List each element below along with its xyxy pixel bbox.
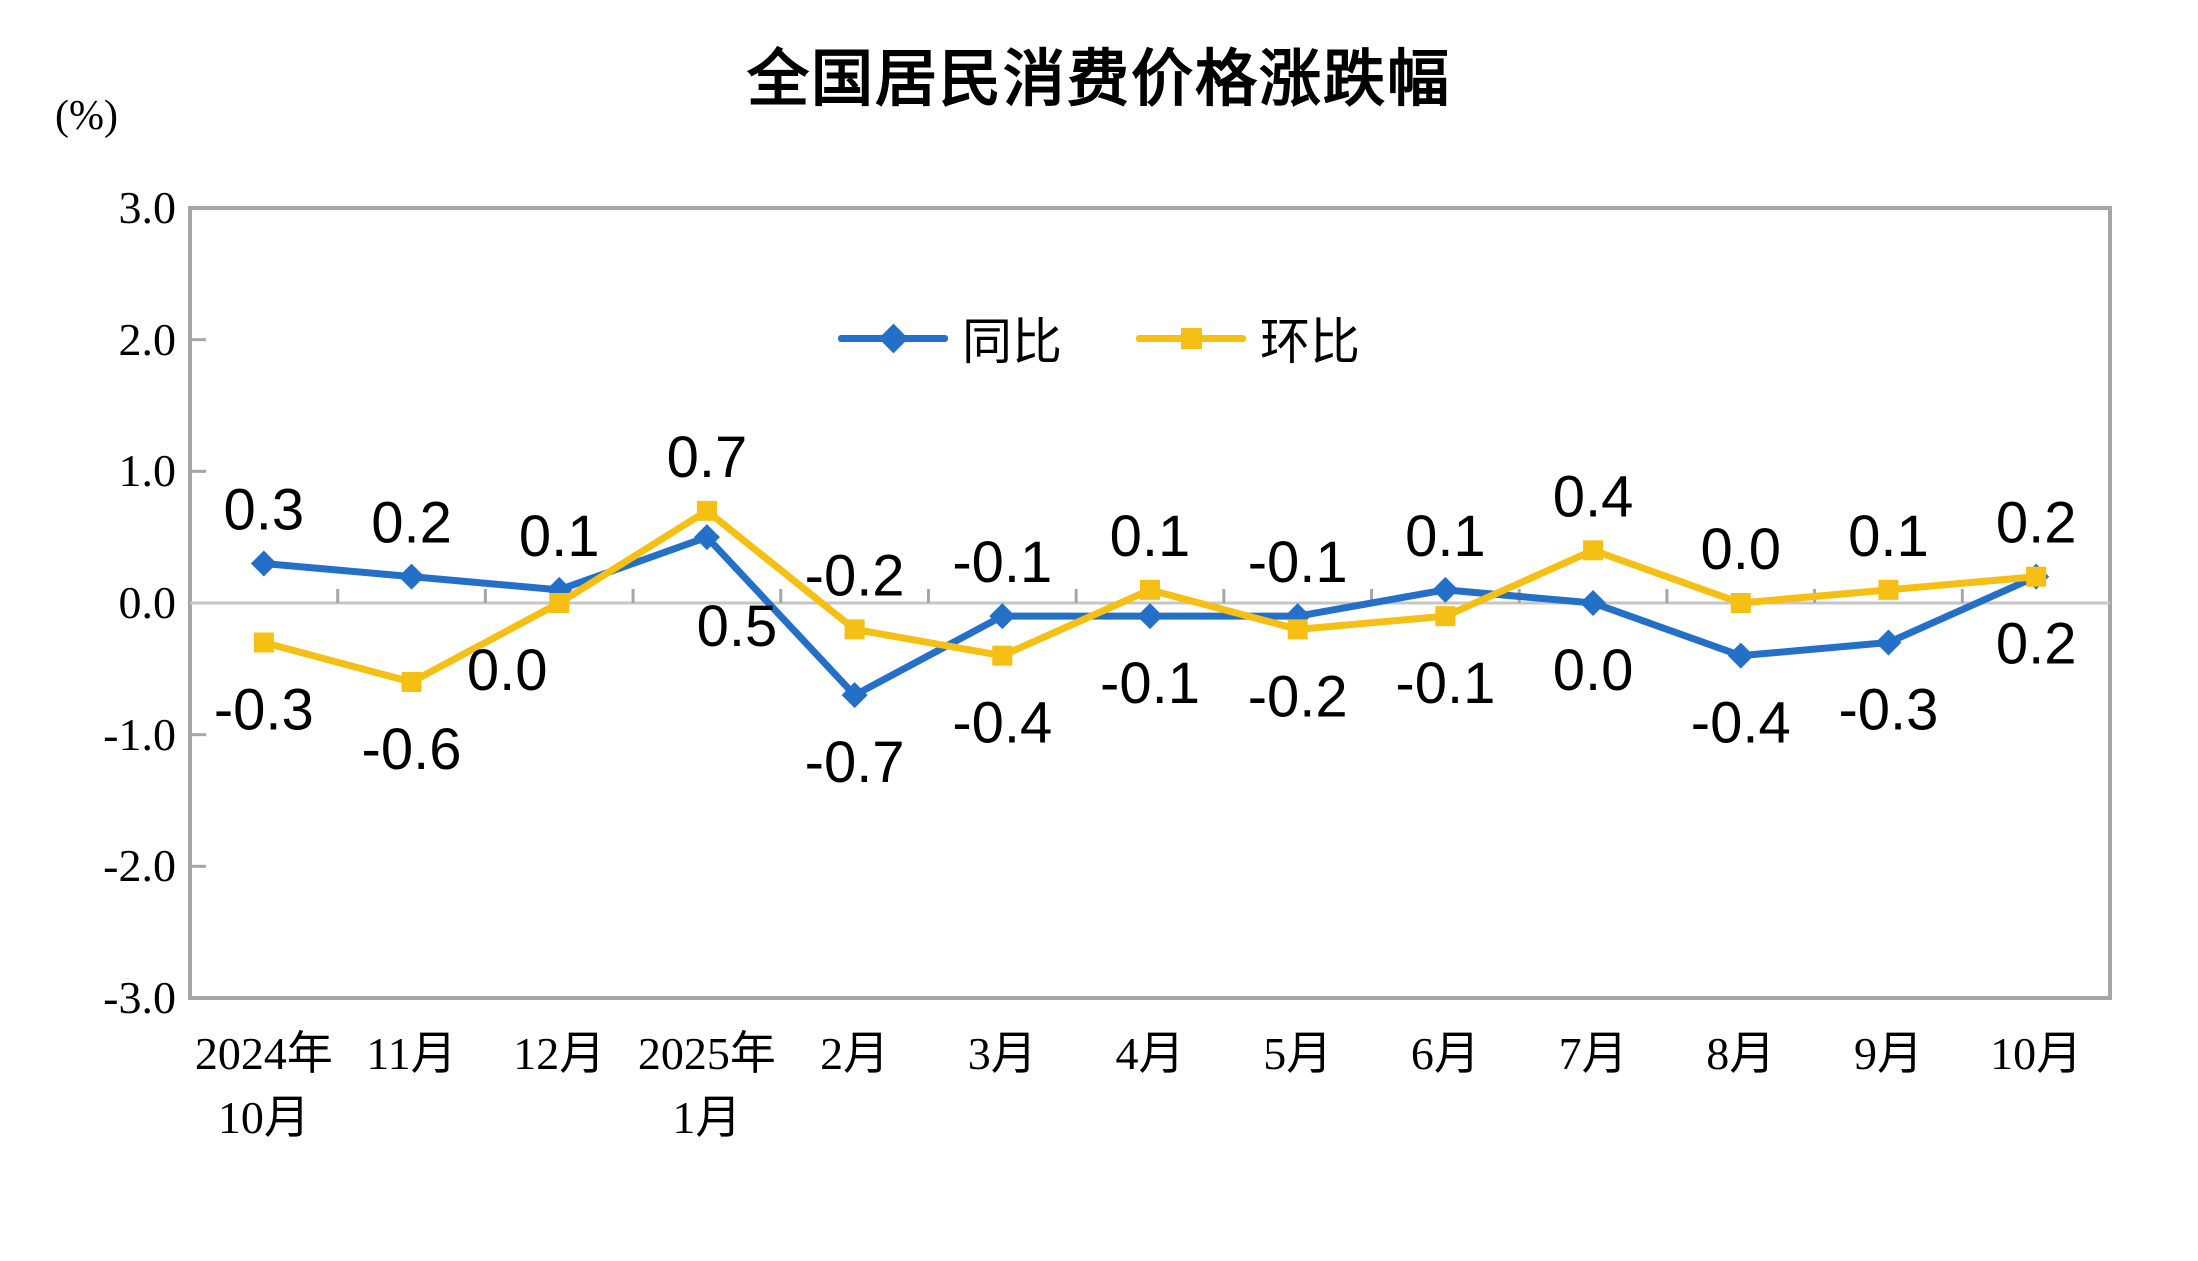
legend-item-yoy: 同比 [838, 302, 1062, 374]
diamond-marker-icon [1137, 603, 1163, 630]
square-marker-icon [1181, 328, 1202, 349]
square-marker-icon [1435, 606, 1456, 627]
diamond-marker-icon [841, 682, 868, 709]
square-marker-icon [1140, 579, 1160, 600]
square-marker-icon [992, 645, 1013, 666]
data-label: 0.0 [1553, 638, 1634, 703]
square-marker-icon [1287, 619, 1308, 640]
data-label: 0.0 [1700, 517, 1781, 582]
square-marker-icon [844, 619, 865, 640]
data-label: 0.2 [1996, 491, 2077, 556]
data-label: -0.4 [1691, 691, 1791, 756]
data-label: 0.3 [224, 478, 305, 543]
diamond-marker-icon [989, 603, 1016, 630]
diamond-marker-icon [250, 550, 277, 577]
y-axis-unit-label: (%) [55, 93, 118, 139]
data-label: 0.4 [1553, 464, 1634, 529]
diamond-marker-icon [398, 563, 425, 590]
legend-label-yoy: 同比 [962, 314, 1062, 370]
square-marker-icon [549, 593, 570, 613]
data-label: -0.1 [952, 530, 1052, 595]
data-label: 0.1 [1405, 504, 1486, 569]
diamond-marker-icon [1432, 576, 1459, 603]
diamond-marker-icon [1727, 642, 1754, 669]
diamond-marker-icon [1580, 590, 1607, 616]
data-label: -0.1 [1100, 651, 1200, 716]
data-label: -0.2 [1248, 664, 1348, 729]
square-marker-icon [1583, 540, 1604, 561]
data-label: -0.4 [952, 691, 1052, 756]
legend-swatch-yoy [838, 310, 948, 366]
square-marker-icon [1878, 579, 1899, 600]
data-label: -0.7 [805, 730, 905, 795]
data-label: -0.3 [1838, 678, 1938, 743]
square-marker-icon [401, 672, 422, 692]
diamond-marker-icon [1875, 629, 1902, 656]
data-label: 0.1 [519, 504, 600, 569]
square-marker-icon [696, 500, 717, 521]
data-label: -0.1 [1395, 651, 1495, 716]
data-label: 0.0 [467, 638, 548, 703]
data-label: 0.7 [667, 425, 748, 490]
data-label: 0.1 [1110, 504, 1191, 569]
square-marker-icon [253, 632, 274, 653]
data-label: -0.2 [805, 543, 905, 608]
diamond-marker-icon [693, 524, 720, 551]
data-label: -0.6 [362, 717, 462, 782]
data-label: 0.5 [697, 594, 778, 659]
data-label: 0.2 [371, 491, 452, 556]
data-label: -0.1 [1248, 530, 1348, 595]
diamond-marker-icon [878, 323, 909, 354]
legend-item-mom: 环比 [1136, 302, 1360, 374]
legend-swatch-mom [1136, 310, 1246, 366]
legend: 同比 环比 [0, 302, 2198, 374]
chart-title: 全国居民消费价格涨跌幅 [746, 45, 1451, 114]
square-marker-icon [2026, 566, 2047, 587]
data-label: 0.1 [1848, 504, 1929, 569]
legend-label-mom: 环比 [1260, 314, 1360, 370]
data-label: -0.3 [214, 678, 314, 743]
data-label: 0.2 [1996, 612, 2077, 677]
square-marker-icon [1730, 593, 1751, 613]
